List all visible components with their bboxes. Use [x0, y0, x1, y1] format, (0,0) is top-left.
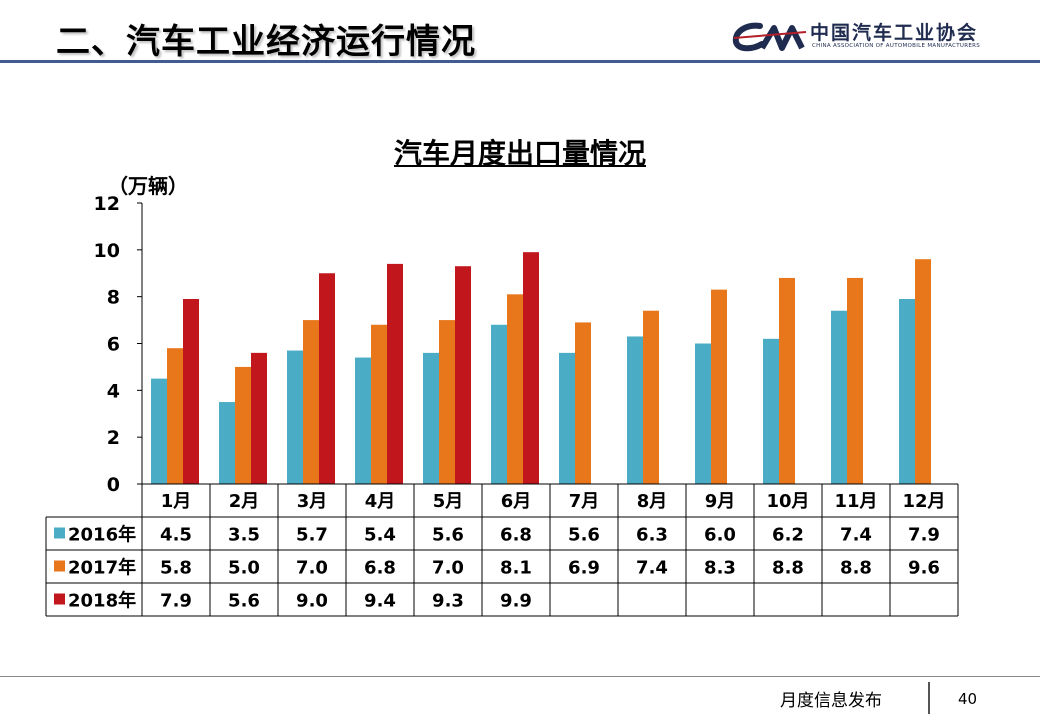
data-label: 9.6 [908, 558, 940, 579]
y-tick-label: 0 [107, 474, 120, 496]
bar-2017年-4月 [371, 324, 387, 484]
bar-2016年-12月 [899, 299, 915, 484]
data-label: 7.0 [432, 558, 464, 579]
data-label: 5.8 [160, 558, 192, 579]
footer-separator [928, 682, 930, 714]
legend-label: 2016年 [68, 524, 136, 546]
bar-2016年-6月 [491, 324, 507, 484]
data-label: 5.6 [432, 525, 464, 546]
bar-2017年-8月 [643, 310, 659, 484]
data-label: 4.5 [160, 525, 192, 546]
data-label: 6.8 [364, 558, 396, 579]
data-label: 8.1 [500, 558, 532, 579]
data-label: 5.6 [228, 591, 260, 612]
y-tick-label: 10 [94, 240, 120, 262]
category-label: 7月 [569, 491, 600, 512]
data-label: 5.6 [568, 525, 600, 546]
bar-2017年-3月 [303, 320, 319, 484]
bar-2016年-3月 [287, 350, 303, 484]
legend-label: 2017年 [68, 557, 136, 579]
data-label: 5.0 [228, 558, 260, 579]
data-label: 8.3 [704, 558, 736, 579]
category-label: 11月 [834, 491, 877, 512]
bar-2017年-1月 [167, 348, 183, 484]
data-label: 8.8 [840, 558, 872, 579]
bar-2016年-8月 [627, 336, 643, 484]
y-axis-unit: （万辆） [108, 174, 188, 198]
legend-swatch [54, 593, 65, 605]
y-tick-label: 6 [107, 334, 120, 356]
y-tick-label: 12 [94, 193, 120, 215]
data-label: 7.9 [160, 591, 192, 612]
data-label: 7.4 [840, 525, 872, 546]
category-label: 12月 [902, 491, 945, 512]
logo-english-name: CHINA ASSOCIATION OF AUTOMOBILE MANUFACT… [812, 43, 981, 49]
bar-2017年-5月 [439, 320, 455, 484]
data-label: 5.4 [364, 525, 396, 546]
bar-2017年-7月 [575, 322, 591, 484]
data-label: 7.4 [636, 558, 668, 579]
data-label: 6.9 [568, 558, 600, 579]
bar-2017年-12月 [915, 259, 931, 484]
bar-2017年-2月 [235, 366, 251, 484]
category-label: 5月 [433, 491, 464, 512]
bar-2016年-11月 [831, 310, 847, 484]
bar-2016年-5月 [423, 352, 439, 484]
bar-2016年-4月 [355, 357, 371, 484]
category-label: 3月 [297, 491, 328, 512]
bar-2017年-10月 [779, 277, 795, 484]
data-label: 7.9 [908, 525, 940, 546]
data-label: 9.9 [500, 591, 532, 612]
category-label: 8月 [637, 491, 668, 512]
data-label: 5.7 [296, 525, 328, 546]
category-label: 6月 [501, 491, 532, 512]
y-tick-label: 2 [107, 427, 120, 449]
data-label: 6.8 [500, 525, 532, 546]
caam-logo: 中国汽车工业协会 CHINA ASSOCIATION OF AUTOMOBILE… [732, 18, 1002, 54]
chart-title: 汽车月度出口量情况 [393, 137, 646, 170]
data-label: 3.5 [228, 525, 260, 546]
bar-2016年-7月 [559, 352, 575, 484]
data-label: 9.4 [364, 591, 396, 612]
bar-2017年-6月 [507, 294, 523, 484]
logo-chinese-name: 中国汽车工业协会 [810, 22, 979, 44]
bar-2016年-9月 [695, 343, 711, 484]
bar-2016年-10月 [763, 338, 779, 484]
category-label: 4月 [365, 491, 396, 512]
legend-swatch [54, 560, 65, 572]
legend-label: 2018年 [68, 590, 136, 612]
category-label: 10月 [766, 491, 809, 512]
bar-2017年-11月 [847, 277, 863, 484]
data-label: 9.3 [432, 591, 464, 612]
page-number: 40 [958, 690, 978, 708]
y-tick-label: 8 [107, 287, 120, 309]
slide-title: 二、汽车工业经济运行情况 [56, 22, 476, 62]
footer-text: 月度信息发布 [780, 691, 882, 711]
data-label: 8.8 [772, 558, 804, 579]
data-label: 9.0 [296, 591, 328, 612]
bar-2018年-4月 [387, 263, 403, 484]
bar-2018年-1月 [183, 299, 199, 484]
bar-2018年-6月 [523, 252, 539, 484]
category-label: 1月 [161, 491, 192, 512]
bar-2016年-1月 [151, 378, 167, 484]
category-label: 2月 [229, 491, 260, 512]
bar-2018年-5月 [455, 266, 471, 484]
bar-2016年-2月 [219, 402, 235, 484]
legend-swatch [54, 527, 65, 539]
data-label: 6.3 [636, 525, 668, 546]
bar-2018年-3月 [319, 273, 335, 484]
bar-2017年-9月 [711, 289, 727, 484]
title-divider [0, 60, 1040, 63]
footer-divider [0, 676, 1040, 677]
data-label: 6.2 [772, 525, 804, 546]
data-label: 6.0 [704, 525, 736, 546]
y-tick-label: 4 [107, 380, 120, 402]
bar-2018年-2月 [251, 352, 267, 484]
caam-logo-mark-icon [732, 22, 807, 52]
category-label: 9月 [705, 491, 736, 512]
data-label: 7.0 [296, 558, 328, 579]
